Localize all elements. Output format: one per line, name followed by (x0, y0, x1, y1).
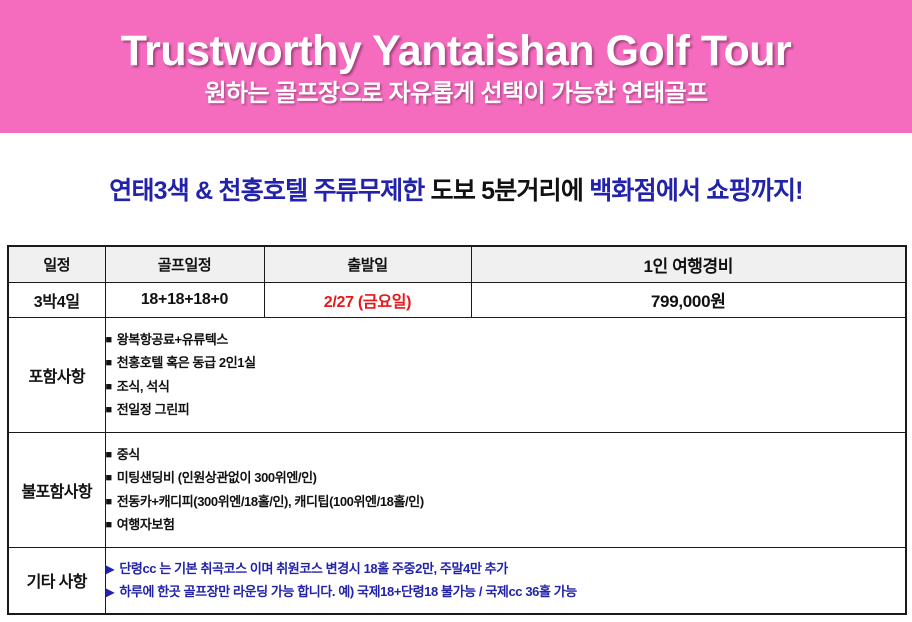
list-item-label: 왕복항공료+유류텍스 (116, 332, 229, 348)
header-schedule: 일정 (7, 245, 106, 283)
section-row-etc: 기타 사항 ▶ 단령cc 는 기본 취곡코스 이며 취원코스 변경시 18홀 주중… (7, 546, 907, 615)
table-header: 일정 골프일정 출발일 1인 여행경비 (7, 245, 907, 283)
section-body-etc: ▶ 단령cc 는 기본 취곡코스 이며 취원코스 변경시 18홀 주중2만, 주말… (104, 546, 907, 615)
header-departure-date: 출발일 (263, 245, 472, 283)
list-item-label: 조식, 석식 (116, 378, 170, 394)
page-title: Trustworthy Yantaishan Golf Tour (120, 27, 792, 76)
square-bullet-icon: ■ (105, 495, 113, 508)
list-item: ■ 미팅샌딩비 (인원상관없이 300위엔/인) (106, 466, 906, 489)
square-bullet-icon: ■ (105, 357, 113, 370)
list-item: ■ 조식, 석식 (106, 375, 906, 398)
triangle-right-bullet-icon: ▶ (105, 585, 115, 600)
section-label-etc: 기타 사항 (7, 546, 106, 615)
list-item: ■ 중식 (106, 443, 906, 466)
square-bullet-icon: ■ (105, 518, 113, 531)
cell-golf-schedule: 18+18+18+0 (104, 281, 265, 318)
cell-schedule: 3박4일 (7, 281, 106, 318)
list-item: ▶ 단령cc 는 기본 취곡코스 이며 취원코스 변경시 18홀 주중2만, 주말… (106, 557, 906, 581)
promo-segment-blue-2: 백화점에서 쇼핑까지! (589, 177, 803, 205)
square-bullet-icon: ■ (105, 449, 113, 462)
excluded-list: ■ 중식 ■ 미팅샌딩비 (인원상관없이 300위엔/인) ■ 전동카+캐디피(300… (106, 443, 906, 536)
list-item-label: 전동카+캐디피(300위엔/18홀/인), 캐디팁(100위엔/18홀/인) (116, 493, 424, 509)
table-header-row: 일정 골프일정 출발일 1인 여행경비 (7, 245, 907, 283)
list-item: ■ 전일정 그린피 (106, 398, 906, 421)
hero-subtitle: 원하는 골프장으로 자유롭게 선택이 가능한 연태골프 (204, 80, 709, 108)
list-item-label: 여행자보험 (116, 516, 175, 532)
hero-banner: Trustworthy Yantaishan Golf Tour 원하는 골프장… (0, 0, 912, 133)
list-item-label: 중식 (116, 447, 141, 463)
list-item-label: 하루에 한곳 골프장만 라운딩 가능 합니다. 예) 국제18+단령18 불가능… (119, 584, 577, 600)
etc-list: ▶ 단령cc 는 기본 취곡코스 이며 취원코스 변경시 18홀 주중2만, 주말… (106, 557, 906, 604)
triangle-right-bullet-icon: ▶ (105, 561, 115, 576)
square-bullet-icon: ■ (105, 334, 113, 347)
header-golf-schedule: 골프일정 (104, 245, 265, 283)
tour-info-table-wrapper: 일정 골프일정 출발일 1인 여행경비 3박4일 18+18+18+0 2/27… (0, 245, 912, 615)
section-body-included: ■ 왕복항공료+유류텍스 ■ 천홍호텔 혹은 동급 2인1실 ■ 조식, 석식 ■ 전일… (104, 316, 907, 433)
cell-departure-date: 2/27 (금요일) (263, 281, 472, 318)
cell-price-per-person: 799,000원 (470, 281, 907, 318)
promo-segment-blue-1: 연태3색 & 천홍호텔 주류무제한 (109, 177, 425, 205)
section-row-included: 포함사항 ■ 왕복항공료+유류텍스 ■ 천홍호텔 혹은 동급 2인1실 ■ 조식, 석… (7, 316, 907, 433)
header-price-per-person: 1인 여행경비 (470, 245, 907, 283)
square-bullet-icon: ■ (105, 472, 113, 485)
promo-text: 연태3색 & 천홍호텔 주류무제한 도보 5분거리에 백화점에서 쇼핑까지! (109, 171, 803, 207)
list-item: ■ 천홍호텔 혹은 동급 2인1실 (106, 351, 906, 374)
promo-segment-black-1: 도보 5분거리에 (424, 177, 590, 205)
list-item-label: 미팅샌딩비 (인원상관없이 300위엔/인) (116, 470, 317, 486)
list-item: ▶ 하루에 한곳 골프장만 라운딩 가능 합니다. 예) 국제18+단령18 불가… (106, 580, 906, 604)
included-list: ■ 왕복항공료+유류텍스 ■ 천홍호텔 혹은 동급 2인1실 ■ 조식, 석식 ■ 전일… (106, 328, 906, 421)
list-item: ■ 왕복항공료+유류텍스 (106, 328, 906, 351)
list-item: ■ 전동카+캐디피(300위엔/18홀/인), 캐디팁(100위엔/18홀/인) (106, 490, 906, 513)
square-bullet-icon: ■ (105, 403, 113, 416)
tour-info-table: 일정 골프일정 출발일 1인 여행경비 3박4일 18+18+18+0 2/27… (7, 245, 907, 615)
table-body: 3박4일 18+18+18+0 2/27 (금요일) 799,000원 포함사항… (7, 281, 907, 615)
table-row: 3박4일 18+18+18+0 2/27 (금요일) 799,000원 (7, 281, 907, 318)
list-item: ■ 여행자보험 (106, 513, 906, 536)
section-label-included: 포함사항 (7, 316, 106, 433)
promo-banner: 연태3색 & 천홍호텔 주류무제한 도보 5분거리에 백화점에서 쇼핑까지! (0, 133, 912, 245)
list-item-label: 천홍호텔 혹은 동급 2인1실 (116, 355, 256, 371)
list-item-label: 전일정 그린피 (116, 401, 190, 417)
section-label-excluded: 불포함사항 (7, 431, 106, 548)
square-bullet-icon: ■ (105, 380, 113, 393)
section-row-excluded: 불포함사항 ■ 중식 ■ 미팅샌딩비 (인원상관없이 300위엔/인) ■ 전동카+캐… (7, 431, 907, 548)
list-item-label: 단령cc 는 기본 취곡코스 이며 취원코스 변경시 18홀 주중2만, 주말4… (119, 560, 508, 576)
section-body-excluded: ■ 중식 ■ 미팅샌딩비 (인원상관없이 300위엔/인) ■ 전동카+캐디피(300… (104, 431, 907, 548)
